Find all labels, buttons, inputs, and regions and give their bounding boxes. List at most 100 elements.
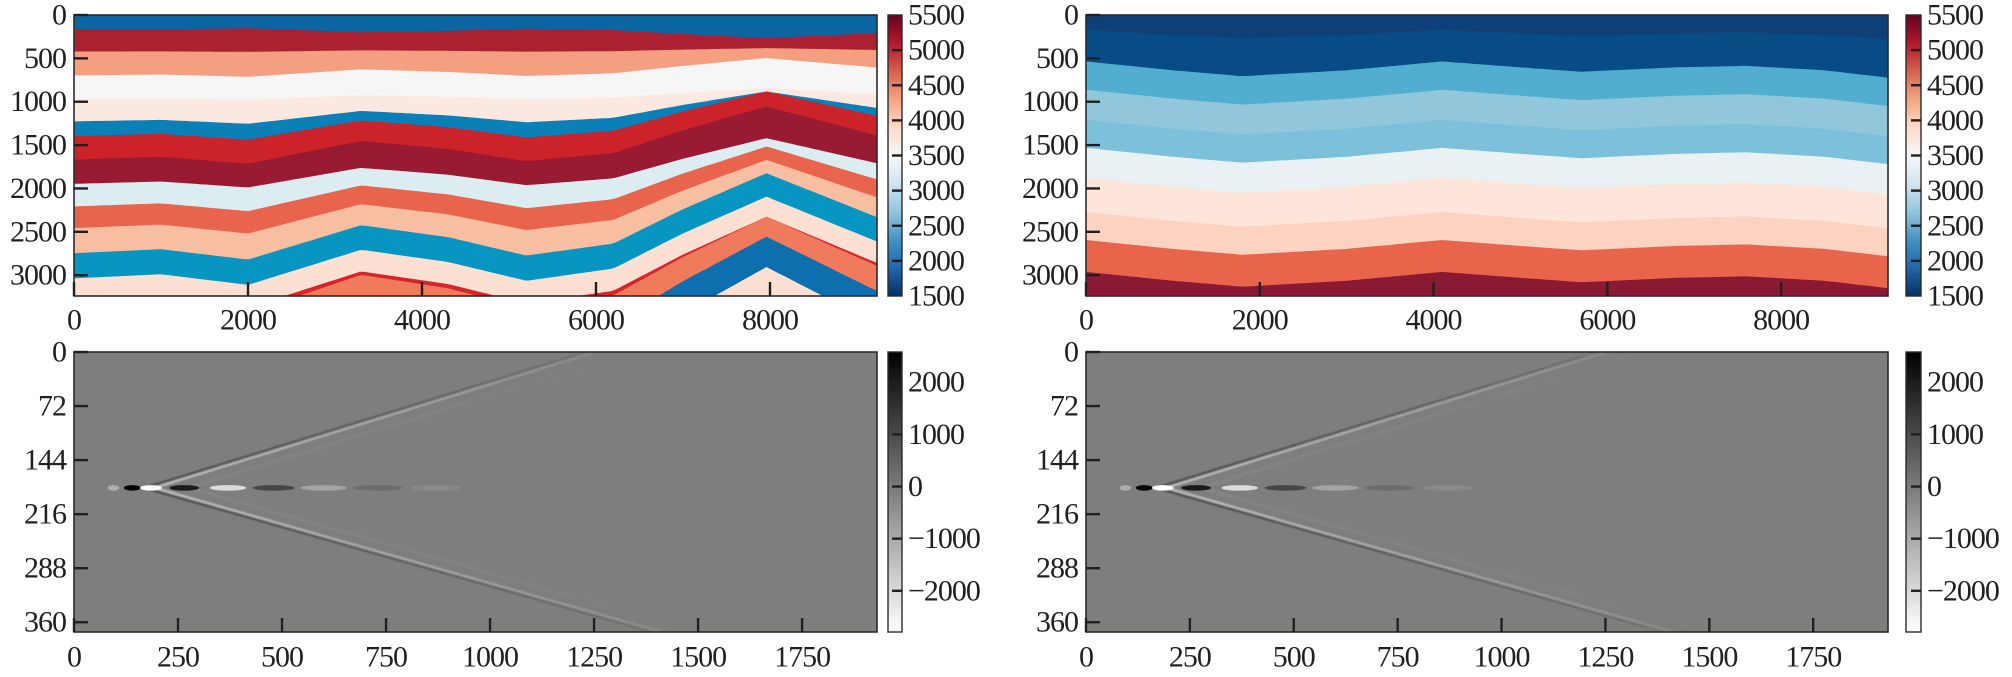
x-tick-label: 2000 — [220, 304, 276, 337]
direct-wave-down-peak — [469, 576, 492, 585]
x-tick-label: 0 — [1079, 304, 1093, 337]
y-tick-label: 144 — [1036, 444, 1079, 477]
direct-wave-up-peak — [1219, 464, 1239, 473]
direct-wave-up-peak — [1201, 470, 1221, 479]
direct-wave-up-trough — [203, 462, 223, 471]
direct-wave-down-peak — [1565, 600, 1588, 609]
direct-wave-down-peak — [1396, 552, 1419, 561]
y-tick-label: 1000 — [1022, 85, 1078, 118]
y-tick-label: 2000 — [10, 172, 66, 205]
direct-wave-down-peak — [1333, 534, 1356, 543]
direct-wave-up-trough — [479, 377, 499, 386]
direct-wave-down-coda — [294, 516, 317, 526]
direct-wave-up-coda — [1549, 373, 1569, 382]
direct-wave-up-peak — [428, 396, 448, 405]
direct-wave-down-peak — [1291, 522, 1313, 531]
direct-wave-up-coda — [372, 424, 392, 433]
direct-wave-down-trough — [317, 536, 340, 545]
direct-wave-up-peak — [1311, 436, 1331, 445]
colorbar-tick-label: 3500 — [1927, 139, 1983, 172]
direct-wave-up-coda — [482, 390, 502, 399]
direct-wave-up-peak — [575, 352, 595, 360]
direct-wave-up-coda — [1237, 469, 1257, 478]
direct-wave-up-trough — [277, 440, 297, 448]
x-tick-label: 6000 — [1579, 304, 1635, 337]
direct-wave-up-peak — [354, 419, 374, 428]
direct-wave-down-peak — [639, 624, 661, 632]
direct-wave-down-coda — [1622, 606, 1645, 616]
direct-wave-up-peak — [556, 357, 576, 365]
direct-wave-up-peak — [1586, 352, 1606, 360]
direct-wave-up-coda — [611, 352, 631, 360]
colorbar-tick-label: 5500 — [908, 0, 964, 32]
direct-wave-up-trough — [350, 417, 370, 426]
direct-wave-down-coda — [1327, 522, 1350, 532]
direct-wave-down-coda — [399, 546, 422, 556]
direct-wave-down-coda — [336, 528, 359, 538]
direct-wave-up-coda — [206, 475, 227, 484]
plot-frame — [1085, 14, 1889, 297]
source-wavelet-pulse — [1422, 485, 1473, 491]
direct-wave-up-trough — [1325, 428, 1345, 437]
direct-wave-down-trough — [1477, 578, 1500, 587]
direct-wave-down-coda — [484, 570, 507, 580]
direct-wave-up-peak — [281, 442, 301, 450]
direct-wave-up-trough — [497, 372, 517, 380]
source-wavelet-pulse — [107, 485, 120, 491]
layer-band — [1086, 271, 1888, 296]
direct-wave-up-peak — [446, 391, 466, 399]
direct-wave-up-trough — [166, 474, 186, 482]
direct-wave-down-peak — [194, 498, 217, 507]
direct-wave-down-trough — [1223, 506, 1246, 515]
direct-wave-up-peak — [391, 408, 411, 416]
direct-wave-up-coda — [1494, 390, 1514, 399]
direct-wave-down-peak — [237, 510, 259, 519]
direct-wave-down-coda — [1665, 618, 1688, 628]
direct-wave-down-peak — [575, 606, 598, 615]
y-tick-label: 72 — [1050, 390, 1078, 423]
plot-area — [1086, 352, 1888, 632]
y-tick-label: 3000 — [10, 259, 66, 292]
source-wavelet-pulse — [352, 485, 403, 491]
direct-wave-down-coda — [442, 558, 465, 568]
direct-wave-up-peak — [1384, 413, 1404, 422]
y-tick-label: 360 — [24, 606, 66, 639]
x-tick-label: 6000 — [568, 304, 624, 337]
direct-wave-down-coda — [548, 588, 570, 598]
x-tick-label: 1750 — [1785, 641, 1841, 674]
direct-wave-down-trough — [1625, 620, 1647, 629]
plot-area — [74, 15, 877, 296]
y-tick-label: 144 — [24, 444, 67, 477]
direct-wave-up-coda — [243, 463, 263, 473]
colorbar-tick-label: −1000 — [908, 522, 980, 555]
direct-wave-up-trough — [424, 394, 444, 403]
source-wavelet-pulse — [209, 485, 247, 491]
source-wavelet-pulse — [1181, 485, 1212, 491]
layer-band — [714, 267, 823, 296]
direct-wave-down-peak — [617, 618, 640, 627]
direct-wave-up-trough — [185, 468, 205, 477]
x-tick-label: 1000 — [1474, 641, 1530, 674]
x-tick-label: 4000 — [1406, 304, 1462, 337]
direct-wave-down-peak — [1206, 498, 1229, 507]
direct-wave-up-trough — [1435, 394, 1455, 403]
x-tick-label: 1250 — [566, 641, 622, 674]
y-tick-label: 2500 — [10, 215, 66, 248]
y-tick-label: 288 — [24, 552, 66, 585]
direct-wave-down-coda — [611, 606, 634, 616]
direct-wave-up-coda — [261, 458, 282, 467]
source-wavelet-pulse — [1135, 485, 1153, 491]
direct-wave-down-coda — [1221, 492, 1244, 502]
colorbar-tick-label: 2500 — [1927, 209, 1983, 242]
direct-wave-up-peak — [189, 470, 209, 479]
direct-wave-up-peak — [1256, 453, 1276, 462]
x-tick-label: 250 — [1169, 641, 1211, 674]
direct-wave-up-coda — [1530, 378, 1550, 388]
colorbar-tick-label: 2000 — [1927, 244, 1983, 277]
direct-wave-up-trough — [1270, 445, 1290, 454]
y-tick-label: 0 — [1064, 0, 1078, 32]
direct-wave-up-peak — [1513, 374, 1533, 382]
direct-wave-up-trough — [552, 355, 572, 363]
